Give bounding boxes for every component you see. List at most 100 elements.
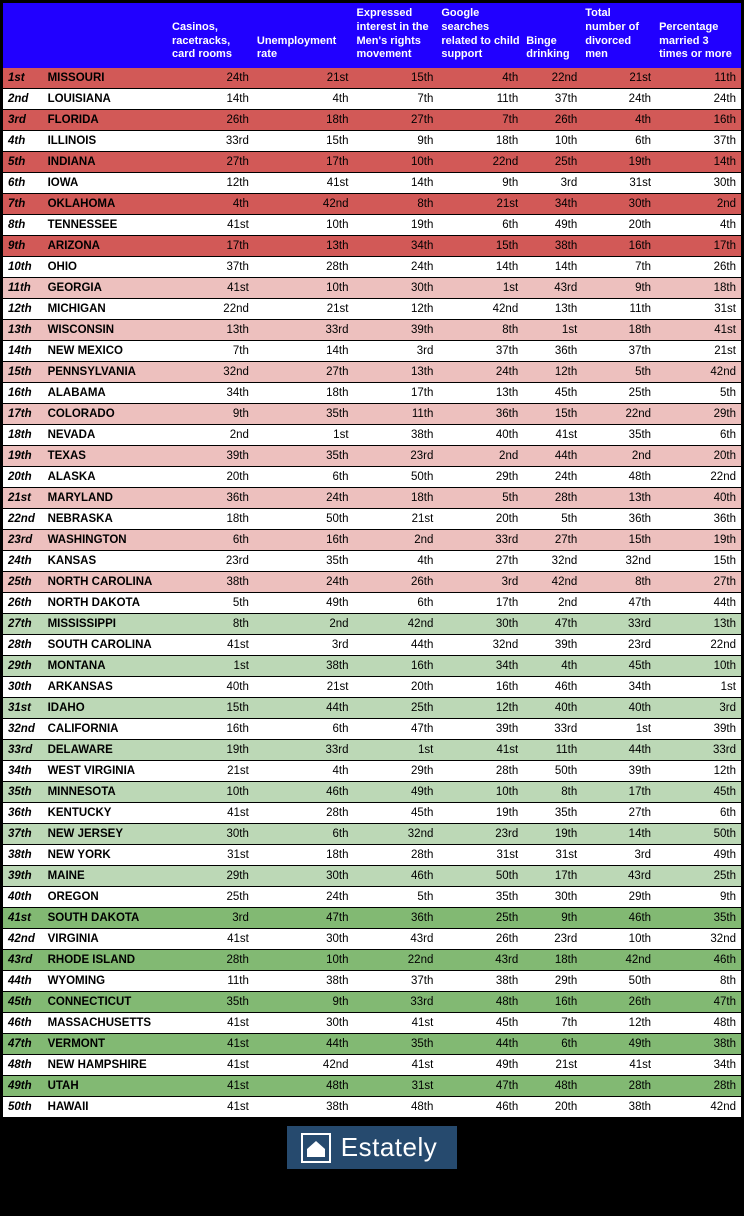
- cell-casinos: 41st: [169, 929, 254, 950]
- cell-divorced: 19th: [582, 152, 656, 173]
- cell-state: MICHIGAN: [44, 299, 169, 320]
- cell-divorced: 42nd: [582, 950, 656, 971]
- cell-divorced: 16th: [582, 236, 656, 257]
- cell-divorced: 37th: [582, 341, 656, 362]
- cell-binge: 3rd: [523, 173, 582, 194]
- cell-casinos: 41st: [169, 1097, 254, 1118]
- cell-divorced: 14th: [582, 824, 656, 845]
- house-icon: [301, 1133, 331, 1163]
- cell-casinos: 20th: [169, 467, 254, 488]
- table-row: 13thWISCONSIN13th33rd39th8th1st18th41st: [3, 320, 741, 341]
- cell-married3: 38th: [656, 1034, 741, 1055]
- table-row: 4thILLINOIS33rd15th9th18th10th6th37th: [3, 131, 741, 152]
- cell-married3: 41st: [656, 320, 741, 341]
- cell-binge: 42nd: [523, 572, 582, 593]
- cell-casinos: 10th: [169, 782, 254, 803]
- cell-state: SOUTH DAKOTA: [44, 908, 169, 929]
- cell-divorced: 8th: [582, 572, 656, 593]
- table-row: 25thNORTH CAROLINA38th24th26th3rd42nd8th…: [3, 572, 741, 593]
- cell-childsupport: 21st: [438, 194, 523, 215]
- cell-married3: 48th: [656, 1013, 741, 1034]
- table-row: 34thWEST VIRGINIA21st4th29th28th50th39th…: [3, 761, 741, 782]
- table-row: 9thARIZONA17th13th34th15th38th16th17th: [3, 236, 741, 257]
- cell-childsupport: 33rd: [438, 530, 523, 551]
- cell-childsupport: 47th: [438, 1076, 523, 1097]
- cell-divorced: 17th: [582, 782, 656, 803]
- cell-state: FLORIDA: [44, 110, 169, 131]
- cell-state: MINNESOTA: [44, 782, 169, 803]
- cell-state: MARYLAND: [44, 488, 169, 509]
- cell-rank: 43rd: [3, 950, 44, 971]
- cell-casinos: 9th: [169, 404, 254, 425]
- cell-binge: 37th: [523, 89, 582, 110]
- cell-divorced: 44th: [582, 740, 656, 761]
- cell-married3: 42nd: [656, 362, 741, 383]
- cell-divorced: 48th: [582, 467, 656, 488]
- cell-rank: 12th: [3, 299, 44, 320]
- cell-state: PENNSYLVANIA: [44, 362, 169, 383]
- cell-rank: 27th: [3, 614, 44, 635]
- table-row: 48thNEW HAMPSHIRE41st42nd41st49th21st41s…: [3, 1055, 741, 1076]
- cell-binge: 32nd: [523, 551, 582, 572]
- cell-state: MISSOURI: [44, 68, 169, 89]
- cell-divorced: 6th: [582, 131, 656, 152]
- table-row: 39thMAINE29th30th46th50th17th43rd25th: [3, 866, 741, 887]
- cell-unemployment: 38th: [254, 656, 354, 677]
- table-row: 50thHAWAII41st38th48th46th20th38th42nd: [3, 1097, 741, 1118]
- cell-casinos: 1st: [169, 656, 254, 677]
- cell-unemployment: 35th: [254, 404, 354, 425]
- cell-childsupport: 41st: [438, 740, 523, 761]
- table-row: 12thMICHIGAN22nd21st12th42nd13th11th31st: [3, 299, 741, 320]
- cell-married3: 47th: [656, 992, 741, 1013]
- cell-childsupport: 13th: [438, 383, 523, 404]
- cell-married3: 46th: [656, 950, 741, 971]
- table-row: 40thOREGON25th24th5th35th30th29th9th: [3, 887, 741, 908]
- cell-rank: 45th: [3, 992, 44, 1013]
- cell-childsupport: 11th: [438, 89, 523, 110]
- cell-binge: 40th: [523, 698, 582, 719]
- cell-state: GEORGIA: [44, 278, 169, 299]
- cell-married3: 49th: [656, 845, 741, 866]
- cell-rank: 20th: [3, 467, 44, 488]
- cell-divorced: 46th: [582, 908, 656, 929]
- cell-rank: 40th: [3, 887, 44, 908]
- cell-state: ALABAMA: [44, 383, 169, 404]
- cell-married3: 20th: [656, 446, 741, 467]
- cell-divorced: 36th: [582, 509, 656, 530]
- cell-state: UTAH: [44, 1076, 169, 1097]
- cell-casinos: 17th: [169, 236, 254, 257]
- cell-divorced: 33rd: [582, 614, 656, 635]
- cell-binge: 41st: [523, 425, 582, 446]
- cell-unemployment: 44th: [254, 1034, 354, 1055]
- cell-state: INDIANA: [44, 152, 169, 173]
- cell-casinos: 25th: [169, 887, 254, 908]
- cell-divorced: 50th: [582, 971, 656, 992]
- cell-state: MISSISSIPPI: [44, 614, 169, 635]
- cell-childsupport: 45th: [438, 1013, 523, 1034]
- cell-mensrights: 49th: [354, 782, 439, 803]
- cell-divorced: 3rd: [582, 845, 656, 866]
- cell-rank: 25th: [3, 572, 44, 593]
- cell-unemployment: 33rd: [254, 740, 354, 761]
- cell-childsupport: 16th: [438, 677, 523, 698]
- cell-unemployment: 4th: [254, 89, 354, 110]
- table-row: 29thMONTANA1st38th16th34th4th45th10th: [3, 656, 741, 677]
- cell-casinos: 41st: [169, 278, 254, 299]
- cell-binge: 2nd: [523, 593, 582, 614]
- cell-state: CONNECTICUT: [44, 992, 169, 1013]
- table-row: 16thALABAMA34th18th17th13th45th25th5th: [3, 383, 741, 404]
- cell-married3: 31st: [656, 299, 741, 320]
- cell-childsupport: 25th: [438, 908, 523, 929]
- cell-binge: 45th: [523, 383, 582, 404]
- cell-married3: 18th: [656, 278, 741, 299]
- cell-married3: 19th: [656, 530, 741, 551]
- table-row: 44thWYOMING11th38th37th38th29th50th8th: [3, 971, 741, 992]
- cell-rank: 13th: [3, 320, 44, 341]
- cell-mensrights: 25th: [354, 698, 439, 719]
- cell-state: DELAWARE: [44, 740, 169, 761]
- cell-mensrights: 48th: [354, 1097, 439, 1118]
- cell-unemployment: 47th: [254, 908, 354, 929]
- cell-rank: 32nd: [3, 719, 44, 740]
- cell-mensrights: 41st: [354, 1013, 439, 1034]
- cell-state: TEXAS: [44, 446, 169, 467]
